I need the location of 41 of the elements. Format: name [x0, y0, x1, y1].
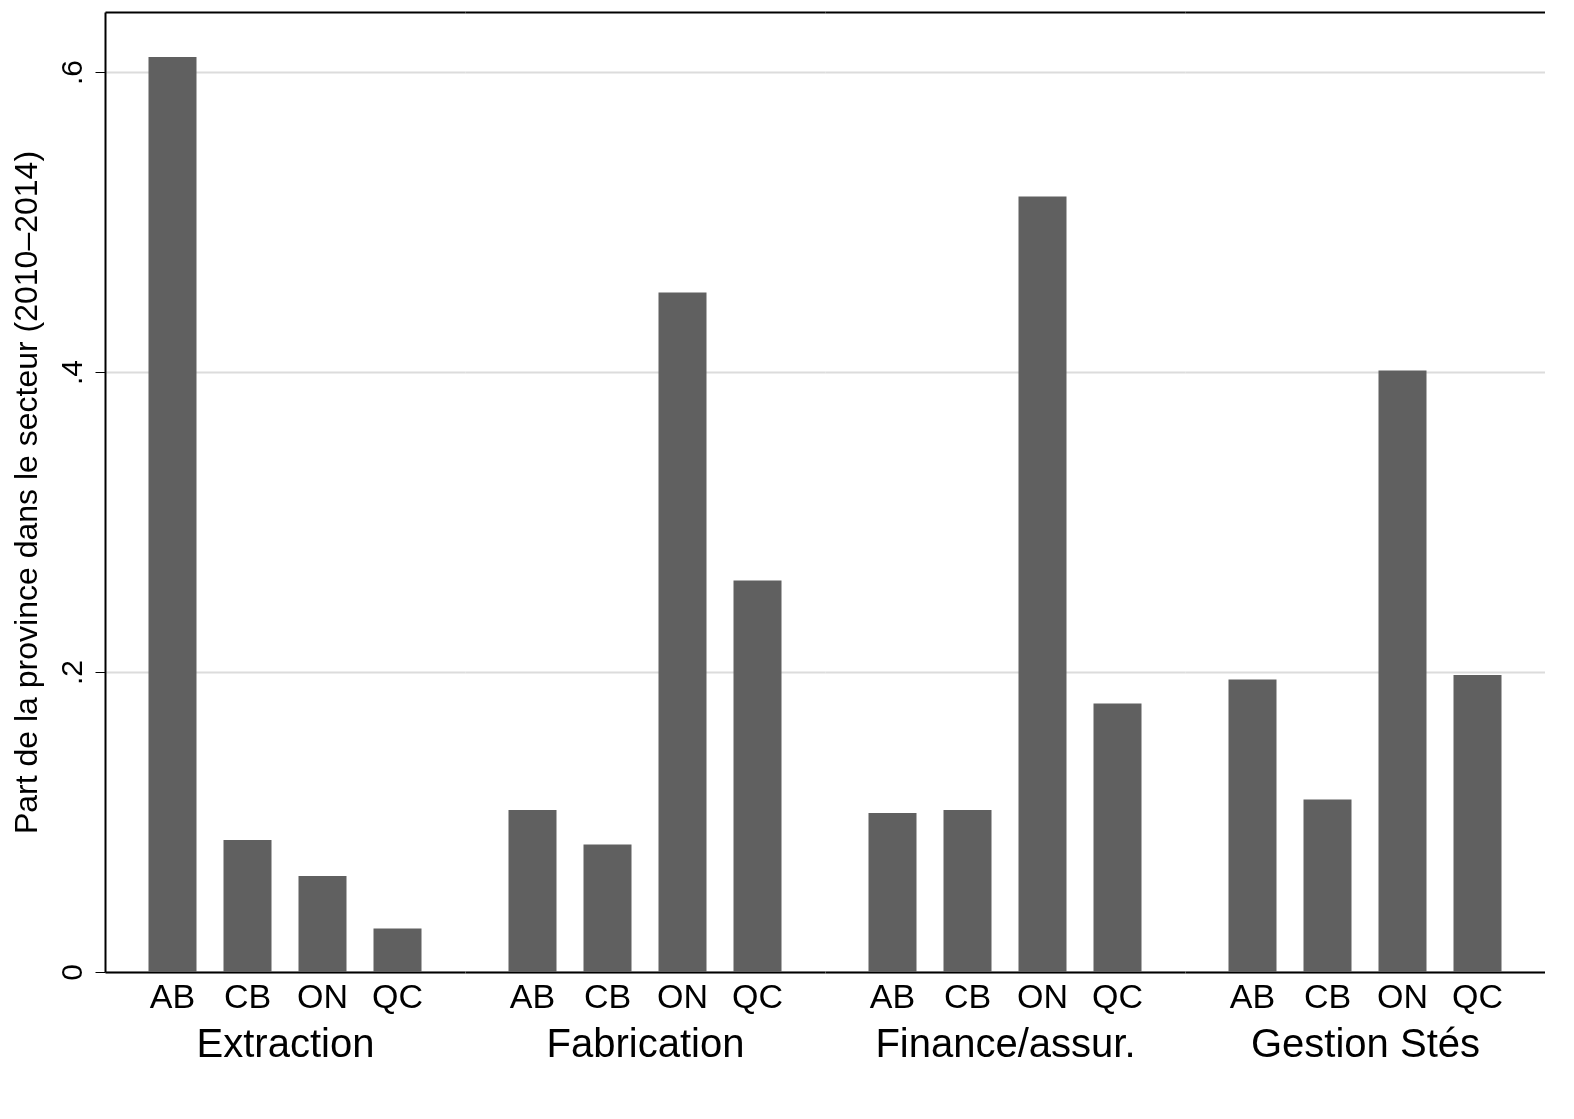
- y-tick-label: .6: [54, 59, 88, 86]
- bar: [1093, 703, 1142, 972]
- bar: [1228, 679, 1277, 972]
- x-tick-label: QC: [1452, 976, 1503, 1015]
- x-tick-label: QC: [372, 976, 423, 1015]
- bar: [223, 840, 272, 972]
- x-axis-title: Finance/assur.: [875, 1020, 1136, 1065]
- bar: [1018, 196, 1067, 972]
- bar: [1303, 799, 1352, 972]
- y-axis-title: Part de la province dans le secteur (2010–2014): [7, 150, 44, 835]
- y-tick-label: .4: [54, 359, 88, 386]
- x-tick-label: ON: [1017, 976, 1068, 1015]
- x-tick-label: ON: [297, 976, 348, 1015]
- bar: [508, 810, 557, 972]
- bar: [868, 813, 917, 972]
- bar: [733, 580, 782, 972]
- x-tick-label: CB: [223, 976, 272, 1015]
- bar: [658, 292, 707, 972]
- x-axis-title: Fabrication: [546, 1020, 745, 1065]
- x-axis-title: Gestion Stés: [1250, 1020, 1481, 1065]
- bar: [373, 928, 422, 972]
- bar: [943, 810, 992, 972]
- x-tick-label: AB: [149, 976, 196, 1015]
- x-axis-title: Extraction: [196, 1020, 375, 1065]
- bar: [1453, 675, 1502, 972]
- x-tick-label: CB: [1303, 976, 1352, 1015]
- x-tick-label: AB: [1229, 976, 1276, 1015]
- bar: [1378, 370, 1427, 972]
- x-tick-label: QC: [1092, 976, 1143, 1015]
- bar: [298, 876, 347, 972]
- x-tick-label: QC: [732, 976, 783, 1015]
- x-tick-label: ON: [657, 976, 708, 1015]
- x-tick-label: AB: [869, 976, 916, 1015]
- x-tick-label: ON: [1377, 976, 1428, 1015]
- bar: [148, 57, 197, 972]
- x-tick-label: CB: [943, 976, 992, 1015]
- y-tick-label: .2: [54, 659, 88, 686]
- x-tick-label: CB: [583, 976, 632, 1015]
- y-tick-label: 0: [54, 964, 88, 981]
- x-tick-label: AB: [509, 976, 556, 1015]
- bar: [583, 844, 632, 972]
